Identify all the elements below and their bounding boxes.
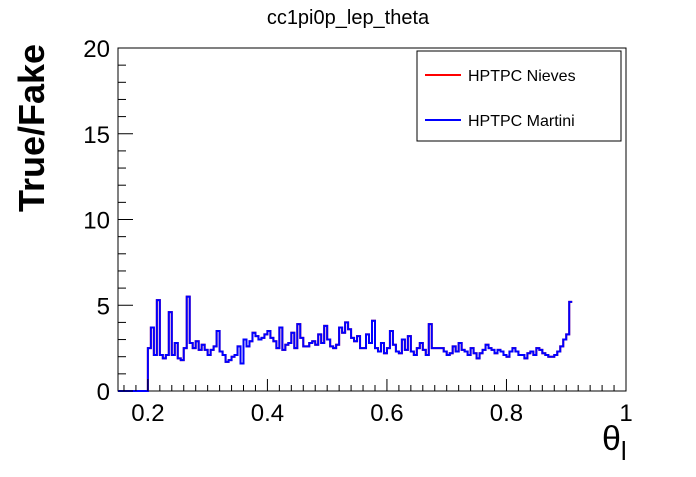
x-tick-label: 0.8 [490,400,523,427]
series-line-1 [118,295,573,392]
x-axis-label-symbol: θ [602,420,621,458]
y-axis-label: True/Fake [11,44,52,212]
legend-box [416,50,622,142]
y-tick-label: 0 [97,379,110,406]
x-tick-label: 0.4 [251,400,284,427]
legend: HPTPC Nieves HPTPC Martini [416,50,622,142]
y-tick-label: 5 [97,293,110,320]
y-tick-label: 20 [83,36,110,63]
x-tick-label: 0.6 [370,400,403,427]
y-tick-label: 10 [83,208,110,235]
x-axis-label-subscript: l [621,436,627,466]
legend-entry-0: HPTPC Nieves [468,68,576,85]
x-tick-label: 1 [619,400,632,427]
legend-entry-1: HPTPC Martini [468,113,575,130]
x-axis-label: θl [602,420,627,466]
chart-title: cc1pi0p_lep_theta [267,7,430,29]
x-tick-label: 0.2 [131,400,164,427]
y-tick-label: 15 [83,122,110,149]
